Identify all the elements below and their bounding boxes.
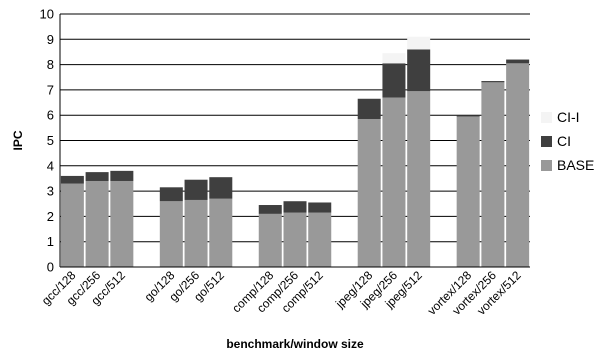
bars	[60, 36, 530, 268]
bar-ci-segment	[159, 187, 183, 202]
y-tick-label: 1	[47, 234, 54, 249]
bar-base-segment	[159, 201, 183, 267]
bar-ci-segment	[456, 115, 480, 117]
bar-ci-i-segment	[407, 36, 431, 50]
bar-ci-segment	[85, 172, 109, 181]
bar-ci-segment	[407, 49, 431, 92]
legend-label-base: BASE	[557, 157, 594, 173]
bar-base-segment	[456, 116, 480, 267]
bar-base-segment	[209, 198, 233, 267]
bar-base-segment	[184, 199, 208, 267]
bar-ci-segment	[60, 175, 84, 184]
bar-ci-segment	[382, 63, 406, 98]
bar-ci-segment	[209, 177, 233, 199]
bar-base-segment	[258, 213, 282, 267]
y-tick-label: 0	[47, 260, 54, 275]
bar-base-segment	[481, 82, 505, 267]
bar-ci-segment	[308, 202, 332, 213]
bar-base-segment	[407, 91, 431, 267]
bar-base-segment	[357, 118, 381, 268]
x-axis-title: benchmark/window size	[226, 337, 364, 351]
legend: CI-I CI BASE	[541, 109, 594, 173]
bar-ci-segment	[184, 179, 208, 200]
y-tick-label: 3	[47, 184, 54, 199]
y-tick-label: 6	[47, 108, 54, 123]
bar-ci-i-segment	[382, 53, 406, 64]
bar-base-segment	[283, 212, 307, 267]
legend-label-ci: CI	[557, 133, 571, 149]
y-tick-label: 7	[47, 82, 54, 97]
bar-base-segment	[506, 63, 530, 268]
legend-swatch-ci-i	[541, 112, 552, 123]
bar-base-segment	[85, 180, 109, 267]
axes	[59, 14, 530, 268]
bar-base-segment	[308, 212, 332, 267]
bar-base-segment	[382, 97, 406, 268]
bar-ci-segment	[481, 81, 505, 83]
bar-base-segment	[110, 180, 134, 267]
bar-ci-segment	[506, 59, 530, 64]
legend-label-ci-i: CI-I	[557, 109, 580, 125]
y-tick-label: 10	[40, 7, 54, 22]
legend-swatch-ci	[541, 136, 552, 147]
bar-ci-segment	[283, 201, 307, 213]
bar-ci-segment	[357, 98, 381, 119]
y-tick-label: 9	[47, 32, 54, 47]
y-axis-title: IPC	[11, 130, 25, 150]
legend-swatch-base	[541, 160, 552, 171]
y-tick-label: 8	[47, 57, 54, 72]
bar-ci-segment	[258, 205, 282, 214]
y-tick-label: 4	[47, 158, 54, 173]
y-tick-label: 2	[47, 209, 54, 224]
bar-base-segment	[60, 183, 84, 267]
y-tick-labels: 0 1 2 3 4 5 6 7 8 9 10	[40, 7, 54, 275]
bar-ci-segment	[110, 170, 134, 181]
y-tick-label: 5	[47, 133, 54, 148]
gridlines	[60, 13, 530, 243]
